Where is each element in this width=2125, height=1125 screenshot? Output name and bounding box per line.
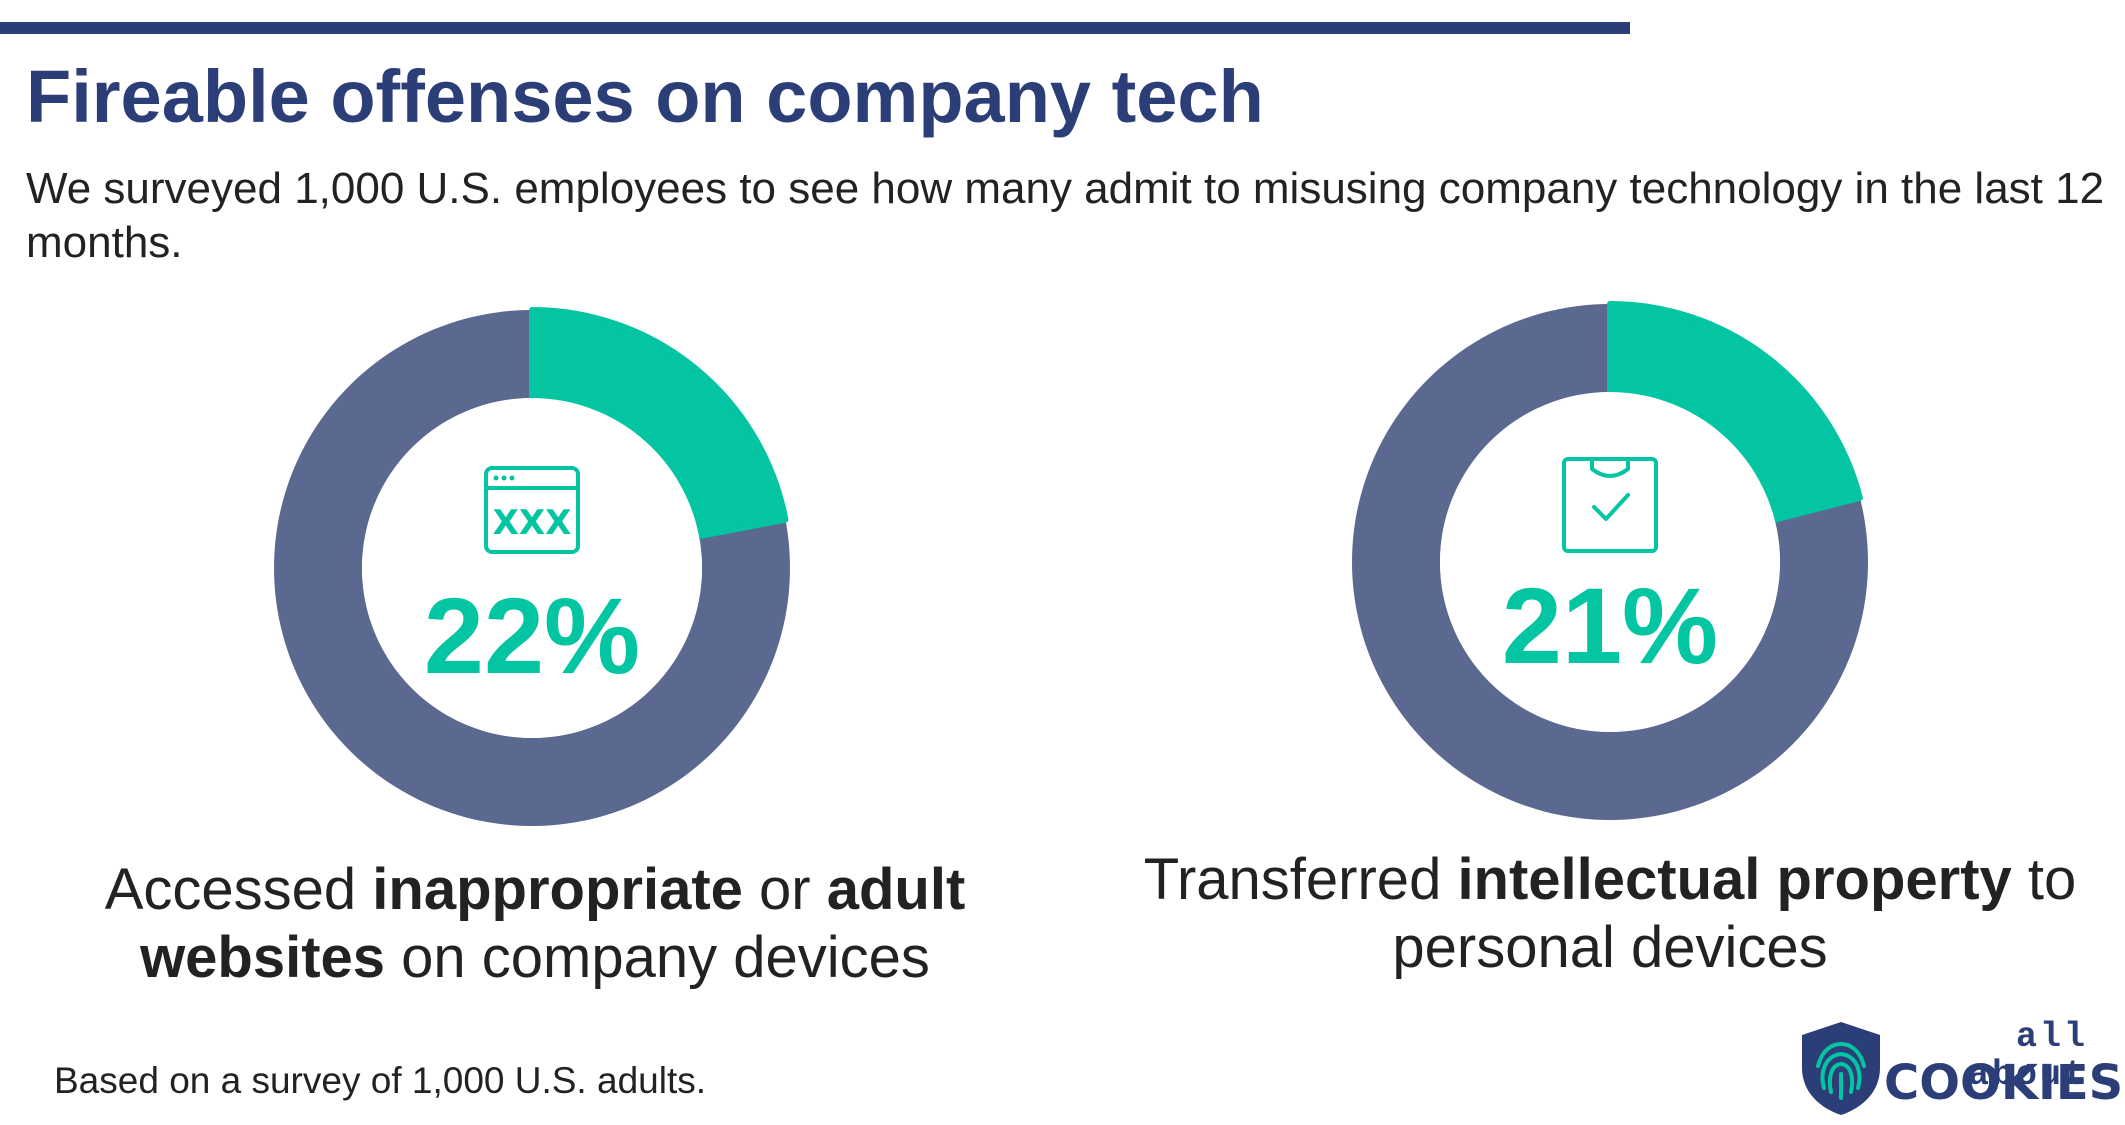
logo-text-top: all about [1967,1017,2088,1095]
caption-adult-websites: Accessed inappropriate or adult websites… [40,856,1030,992]
source-note: Based on a survey of 1,000 U.S. adults. [54,1060,706,1101]
donut-value-label: 22% [424,575,640,696]
caption-intellectual-property: Transferred intellectual property to per… [1110,846,2110,982]
xxx-browser-icon: XXX [484,466,580,554]
caption-emphasis: inappropriate [372,857,743,922]
top-rule [0,22,1630,34]
caption-text: on company devices [385,925,930,990]
subtitle: We surveyed 1,000 U.S. employees to see … [26,164,2105,267]
donut-value-label: 21% [1502,565,1718,686]
caption-text: Accessed [104,857,373,922]
package-check-icon [1562,457,1658,553]
caption-emphasis: intellectual property [1457,847,2012,912]
caption-text: Transferred [1143,847,1458,912]
fingerprint-shield-icon [1802,1022,1880,1115]
donut-hole [362,398,702,738]
caption-text: to personal devices [1392,847,2077,980]
page-title: Fireable offenses on company tech [26,55,1264,138]
logo-text-bottom: COOKIES [1884,1055,2124,1111]
caption-emphasis: adult websites [140,857,966,990]
donut-hole [1440,392,1780,732]
brand-logo: all about COOKIES [1796,1017,2124,1118]
caption-text: or [742,857,827,922]
xxx-label: XXX [493,503,572,543]
